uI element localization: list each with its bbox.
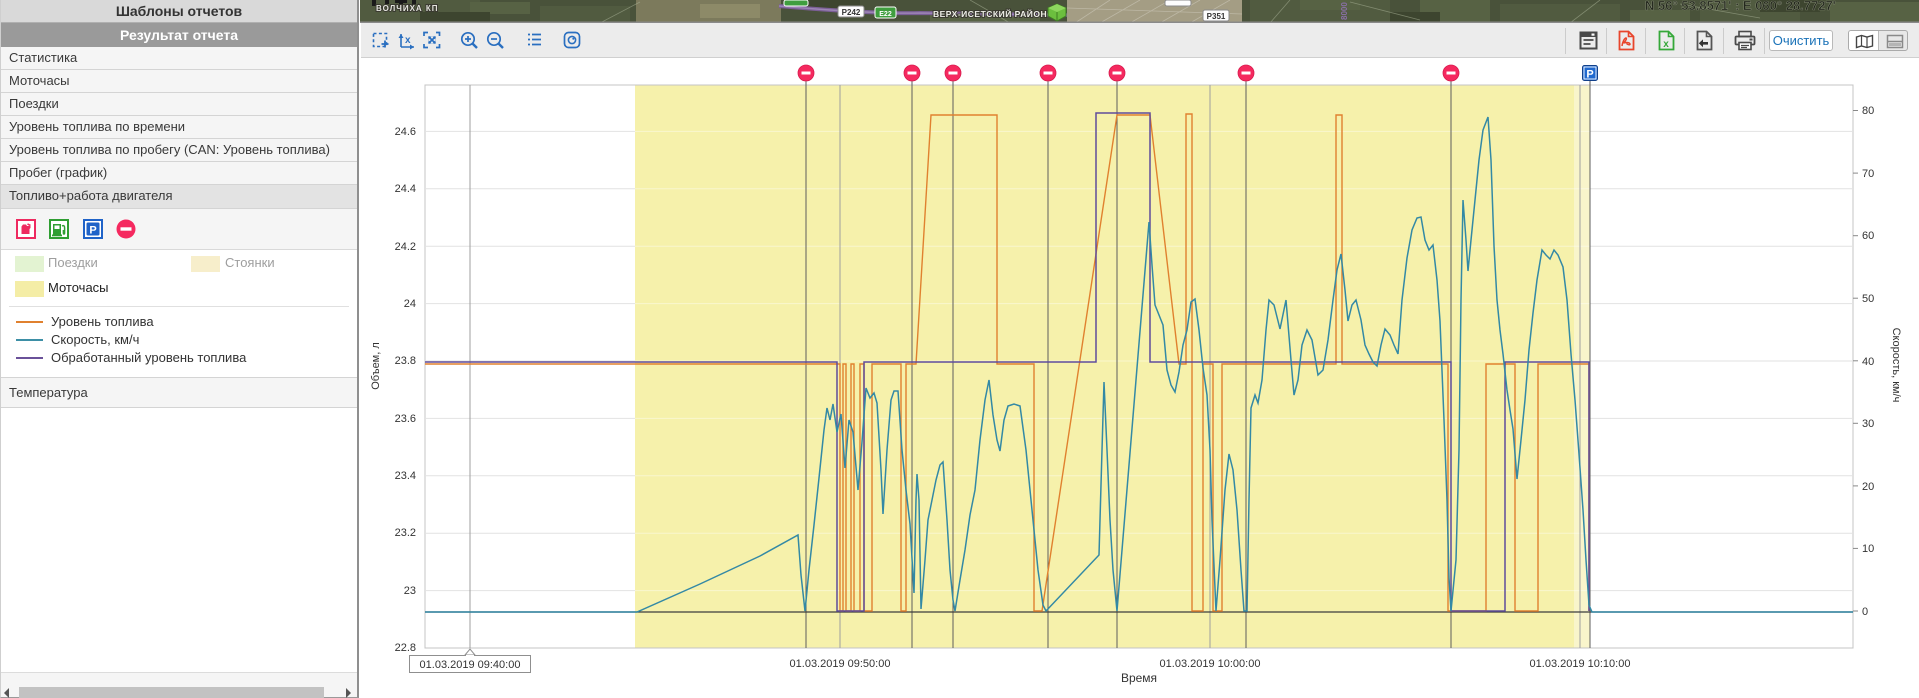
svg-text:N 56° 53.8571' : E 060° 28.772: N 56° 53.8571' : E 060° 28.7727' — [1645, 0, 1836, 13]
svg-text:P: P — [1586, 69, 1593, 81]
svg-text:60: 60 — [1862, 230, 1874, 242]
svg-text:x: x — [1663, 39, 1669, 50]
svg-text:01.03.2019 09:40:00: 01.03.2019 09:40:00 — [420, 659, 521, 671]
svg-text:E22: E22 — [879, 11, 892, 18]
svg-text:ВОЛЧИХА КП: ВОЛЧИХА КП — [376, 4, 439, 13]
svg-text:0: 0 — [1862, 606, 1868, 618]
svg-text:80: 80 — [1862, 105, 1874, 117]
svg-text:23.8: 23.8 — [395, 355, 416, 367]
svg-text:23: 23 — [404, 585, 416, 597]
svg-text:01.03.2019 10:00:00: 01.03.2019 10:00:00 — [1160, 658, 1261, 670]
svg-text:x: x — [405, 35, 411, 46]
svg-text:Время: Время — [1121, 671, 1157, 685]
svg-text:10: 10 — [1862, 543, 1874, 555]
svg-text:01.03.2019 10:10:00: 01.03.2019 10:10:00 — [1530, 658, 1631, 670]
svg-text:23.4: 23.4 — [395, 470, 416, 482]
svg-text:P: P — [89, 225, 96, 237]
svg-text:24.4: 24.4 — [395, 183, 416, 195]
svg-text:24.6: 24.6 — [395, 126, 416, 138]
svg-text:22.8: 22.8 — [395, 642, 416, 654]
svg-text:40: 40 — [1862, 356, 1874, 368]
svg-text:8000: 8000 — [1340, 2, 1349, 20]
svg-text:70: 70 — [1862, 168, 1874, 180]
svg-text:50: 50 — [1862, 293, 1874, 305]
svg-text:P351: P351 — [1207, 12, 1226, 21]
svg-text:01.03.2019 09:50:00: 01.03.2019 09:50:00 — [790, 658, 891, 670]
svg-text:23.2: 23.2 — [395, 527, 416, 539]
svg-text:ВЕРХ-ИСЕТСКИЙ РАЙОН: ВЕРХ-ИСЕТСКИЙ РАЙОН — [933, 8, 1047, 19]
svg-text:Объем, л: Объем, л — [370, 342, 382, 390]
svg-text:20: 20 — [1862, 481, 1874, 493]
svg-text:P242: P242 — [842, 8, 861, 17]
svg-text:24.2: 24.2 — [395, 241, 416, 253]
svg-text:30: 30 — [1862, 418, 1874, 430]
svg-text:24: 24 — [404, 298, 416, 310]
svg-text:Скорость, км/ч: Скорость, км/ч — [1890, 328, 1902, 403]
svg-text:23.6: 23.6 — [395, 413, 416, 425]
